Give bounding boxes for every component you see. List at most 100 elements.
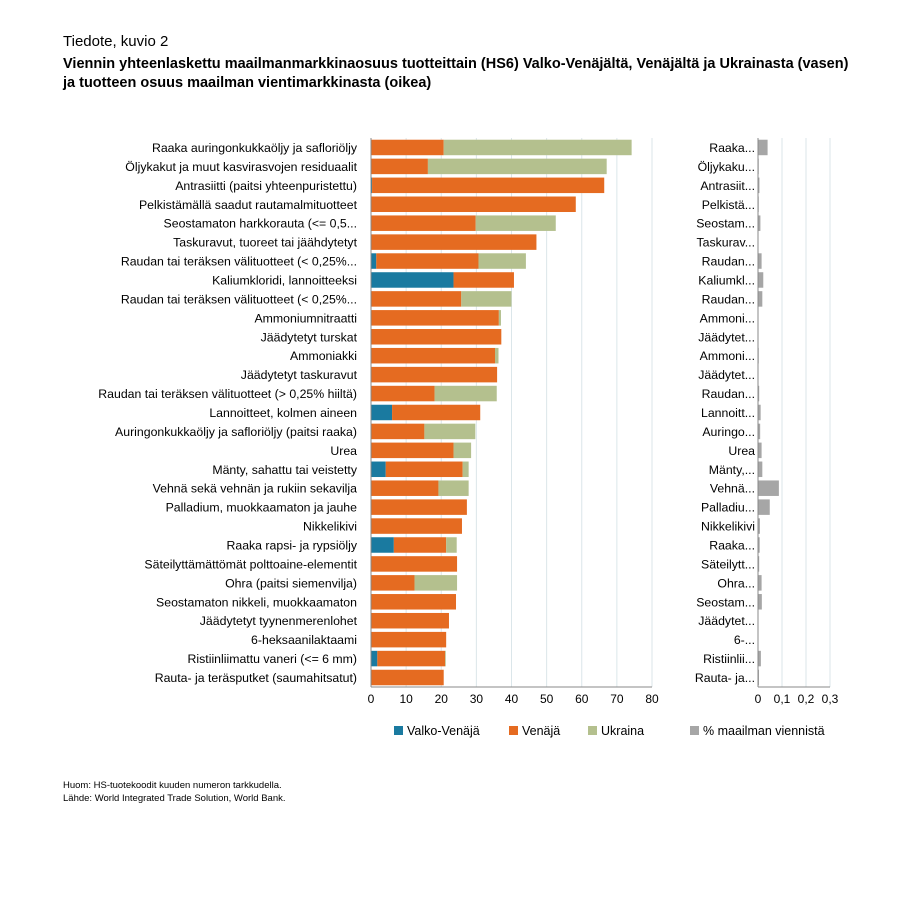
left-category-label: Ammoniumnitraatti xyxy=(254,311,357,325)
legend-swatch xyxy=(509,726,518,735)
left-category-label: Rauta- ja teräsputket (saumahitsatut) xyxy=(155,671,357,685)
right-category-label: Raudan... xyxy=(702,255,755,269)
bar-ukraina xyxy=(498,310,501,326)
left-x-tick-label: 20 xyxy=(435,692,449,706)
left-x-tick-label: 10 xyxy=(399,692,413,706)
left-category-label: Seostamaton harkkorauta (<= 0,5... xyxy=(164,217,357,231)
chart-notes: Huom: HS-tuotekoodit kuuden numeron tark… xyxy=(63,779,286,805)
bar-venaja xyxy=(372,177,605,194)
left-category-label: Antrasiitti (paitsi yhteenpuristettu) xyxy=(175,179,357,193)
right-category-label: Raudan... xyxy=(702,387,755,401)
chart-note: Huom: HS-tuotekoodit kuuden numeron tark… xyxy=(63,780,282,791)
legend-swatch xyxy=(394,726,403,735)
left-category-label: Jäädytetyt turskat xyxy=(261,330,358,344)
bar-venaja xyxy=(392,404,481,421)
bar-venaja xyxy=(371,347,495,364)
bar-venaja xyxy=(371,575,415,591)
left-category-label: Raudan tai teräksen välituotteet (< 0,25… xyxy=(121,292,357,306)
right-category-label: Rauta- ja... xyxy=(695,671,755,685)
left-category-label: Öljykakut ja muut kasvirasvojen residuaa… xyxy=(125,160,357,174)
bar-valko-venaja xyxy=(371,272,454,288)
left-x-tick-label: 50 xyxy=(540,692,554,706)
left-category-label: Raaka auringonkukkaöljy ja safloriöljy xyxy=(152,141,358,155)
bar-venaja xyxy=(371,196,576,213)
bar-world-share xyxy=(758,556,760,572)
right-category-label: Palladiu... xyxy=(701,501,755,515)
bar-venaja xyxy=(371,366,498,383)
bar-world-share xyxy=(758,385,760,402)
legend-label: Valko-Venäjä xyxy=(407,724,480,738)
right-category-label: Kaliumkl... xyxy=(698,273,755,287)
chart-kicker: Tiedote, kuvio 2 xyxy=(63,33,169,50)
bar-ukraina xyxy=(453,442,472,459)
left-category-label: Seostamaton nikkeli, muokkaamaton xyxy=(156,595,357,609)
left-category-label: Raaka rapsi- ja rypsiöljy xyxy=(226,538,357,552)
bar-venaja xyxy=(371,139,444,156)
right-category-label: Ohra... xyxy=(717,576,755,590)
left-category-label: Ammoniakki xyxy=(290,349,357,363)
legend-swatch xyxy=(690,726,699,735)
left-category-label: Jäädytetyt tyynenmerenlohet xyxy=(200,614,358,628)
right-category-label: Urea xyxy=(728,444,755,458)
chart-header: Tiedote, kuvio 2 Viennin yhteenlaskettu … xyxy=(63,33,863,93)
right-category-label: Säteilytt... xyxy=(701,557,755,571)
bar-ukraina xyxy=(475,215,556,231)
left-category-label: Ohra (paitsi siemenvilja) xyxy=(225,576,357,590)
left-x-tick-label: 70 xyxy=(610,692,624,706)
bar-venaja xyxy=(371,442,454,459)
left-x-tick-label: 30 xyxy=(470,692,484,706)
bar-world-share xyxy=(758,442,762,459)
right-category-label: Seostam... xyxy=(696,217,755,231)
legend-label: Venäjä xyxy=(522,724,560,738)
left-x-tick-label: 0 xyxy=(368,692,375,706)
bar-world-share xyxy=(758,594,762,610)
left-x-tick-label: 80 xyxy=(645,692,659,706)
bar-world-share xyxy=(758,215,761,231)
bar-venaja xyxy=(371,480,439,496)
left-category-label: Mänty, sahattu tai veistetty xyxy=(212,463,358,477)
left-category-label: Palladium, muokkaamaton ja jauhe xyxy=(166,501,358,515)
bar-venaja xyxy=(371,291,462,307)
bar-world-share xyxy=(758,404,761,421)
bar-world-share xyxy=(758,253,762,269)
bar-world-share xyxy=(758,423,761,440)
left-category-label: Raudan tai teräksen välituotteet (> 0,25… xyxy=(98,387,357,401)
bar-world-share xyxy=(758,139,768,156)
left-category-label: Urea xyxy=(330,444,357,458)
bar-ukraina xyxy=(434,385,497,402)
bar-venaja xyxy=(371,594,457,610)
left-category-label: Pelkistämällä saadut rautamalmituotteet xyxy=(139,198,358,212)
right-category-label: Pelkistä... xyxy=(702,198,755,212)
right-category-label: 6-... xyxy=(734,633,755,647)
bar-ukraina xyxy=(443,139,632,156)
right-category-label: Raaka... xyxy=(709,538,755,552)
bar-venaja xyxy=(371,499,467,515)
bar-ukraina xyxy=(424,423,476,440)
right-category-label: Ammoni... xyxy=(700,311,755,325)
bar-venaja xyxy=(371,234,537,250)
left-category-label: Nikkelikivi xyxy=(303,520,357,534)
bar-world-share xyxy=(758,518,760,534)
bar-valko-venaja xyxy=(371,404,393,421)
right-category-label: Öljykaku... xyxy=(698,160,755,174)
bar-world-share xyxy=(758,499,770,515)
legend-swatch xyxy=(588,726,597,735)
bar-ukraina xyxy=(462,461,469,478)
bar-venaja xyxy=(371,669,444,686)
bar-venaja xyxy=(371,612,449,629)
bar-world-share xyxy=(758,272,764,288)
bar-valko-venaja xyxy=(371,537,394,553)
left-category-label: Auringonkukkaöljy ja safloriöljy (paitsi… xyxy=(115,425,357,439)
bar-venaja xyxy=(453,272,514,288)
left-category-label: Lannoitteet, kolmen aineen xyxy=(209,406,357,420)
right-category-label: Vehnä... xyxy=(710,482,755,496)
bar-valko-venaja xyxy=(371,253,377,269)
right-category-label: Lannoitt... xyxy=(701,406,755,420)
bar-ukraina xyxy=(494,347,499,364)
bar-venaja xyxy=(385,461,463,478)
right-category-label: Mänty,... xyxy=(709,463,755,477)
bar-venaja xyxy=(371,631,447,648)
right-category-label: Seostam... xyxy=(696,595,755,609)
right-x-tick-label: 0,2 xyxy=(798,692,815,706)
left-category-label: 6-heksaanilaktaami xyxy=(251,633,357,647)
